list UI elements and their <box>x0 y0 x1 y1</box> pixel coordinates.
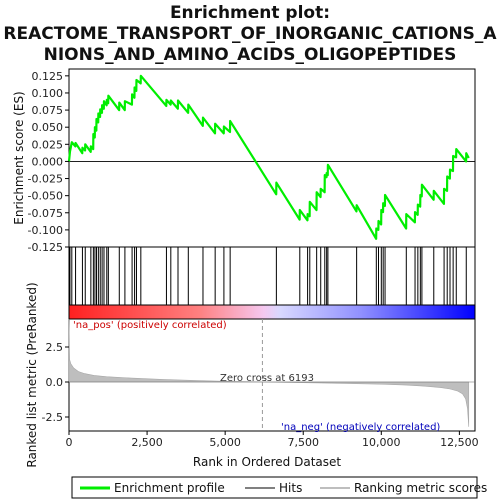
es-y-tick-label: 0.050 <box>32 121 64 134</box>
chart-title-line-1: Enrichment plot: <box>170 3 330 23</box>
enrichment-profile-line <box>67 74 470 240</box>
es-y-tick-label: 0.100 <box>32 87 64 100</box>
chart-title-line-3: NIONS_AND_AMINO_ACIDS_OLIGOPEPTIDES <box>44 45 457 65</box>
hits-layer <box>69 247 467 305</box>
es-y-tick-label: 0.025 <box>32 138 64 151</box>
es-axis-title: Enrichment score (ES) <box>12 91 26 224</box>
es-y-tick-label: -0.025 <box>28 173 63 186</box>
es-y-tick-label: -0.075 <box>28 207 63 220</box>
metric-axis-title: Ranked list metric (PreRanked) <box>25 282 39 467</box>
legend-hits-label: Hits <box>279 481 302 495</box>
ranking-metric-area <box>68 318 470 427</box>
es-y-tick-label: -0.100 <box>28 224 63 237</box>
legend: Enrichment profile Hits Ranking metric s… <box>71 476 487 499</box>
es-y-tick-label: -0.125 <box>28 241 63 254</box>
es-y-tick-label: 0.075 <box>32 104 64 117</box>
legend-enrichment-label: Enrichment profile <box>114 481 225 495</box>
positive-correlation-label: 'na_pos' (positively correlated) <box>73 320 227 331</box>
metric-panel <box>68 318 476 432</box>
metric-y-tick-label: 0.0 <box>46 376 64 389</box>
es-y-tick-label: 0.000 <box>32 155 64 168</box>
metric-y-tick-label: 2.5 <box>46 341 64 354</box>
negative-correlation-label: 'na_neg' (negatively correlated) <box>281 422 440 433</box>
x-tick-label: 7,500 <box>287 436 319 449</box>
x-axis-title: Rank in Ordered Dataset <box>193 455 341 469</box>
rank-color-band <box>68 304 476 320</box>
metric-y-tick-label: -2.5 <box>42 411 63 424</box>
zero-cross-label: Zero cross at 6193 <box>220 373 314 384</box>
x-tick-label: 0 <box>66 436 73 449</box>
hits-panel <box>68 246 476 306</box>
es-y-tick-label: -0.050 <box>28 190 63 203</box>
legend-ranking-label: Ranking metric scores <box>354 481 487 495</box>
x-tick-label: 2,500 <box>131 436 163 449</box>
es-layer <box>67 74 475 240</box>
x-tick-label: 5,000 <box>209 436 241 449</box>
axis-layer: 0.125 0.100 0.075 0.050 0.025 0.000 -0.025 -0.0… <box>28 70 479 449</box>
es-y-tick-label: 0.125 <box>32 70 64 83</box>
x-tick-label: 10,000 <box>362 436 401 449</box>
chart-title-line-2: REACTOME_TRANSPORT_OF_INORGANIC_CATIONS_… <box>3 24 497 44</box>
metric-layer <box>68 318 475 431</box>
x-tick-label: 12,500 <box>440 436 479 449</box>
